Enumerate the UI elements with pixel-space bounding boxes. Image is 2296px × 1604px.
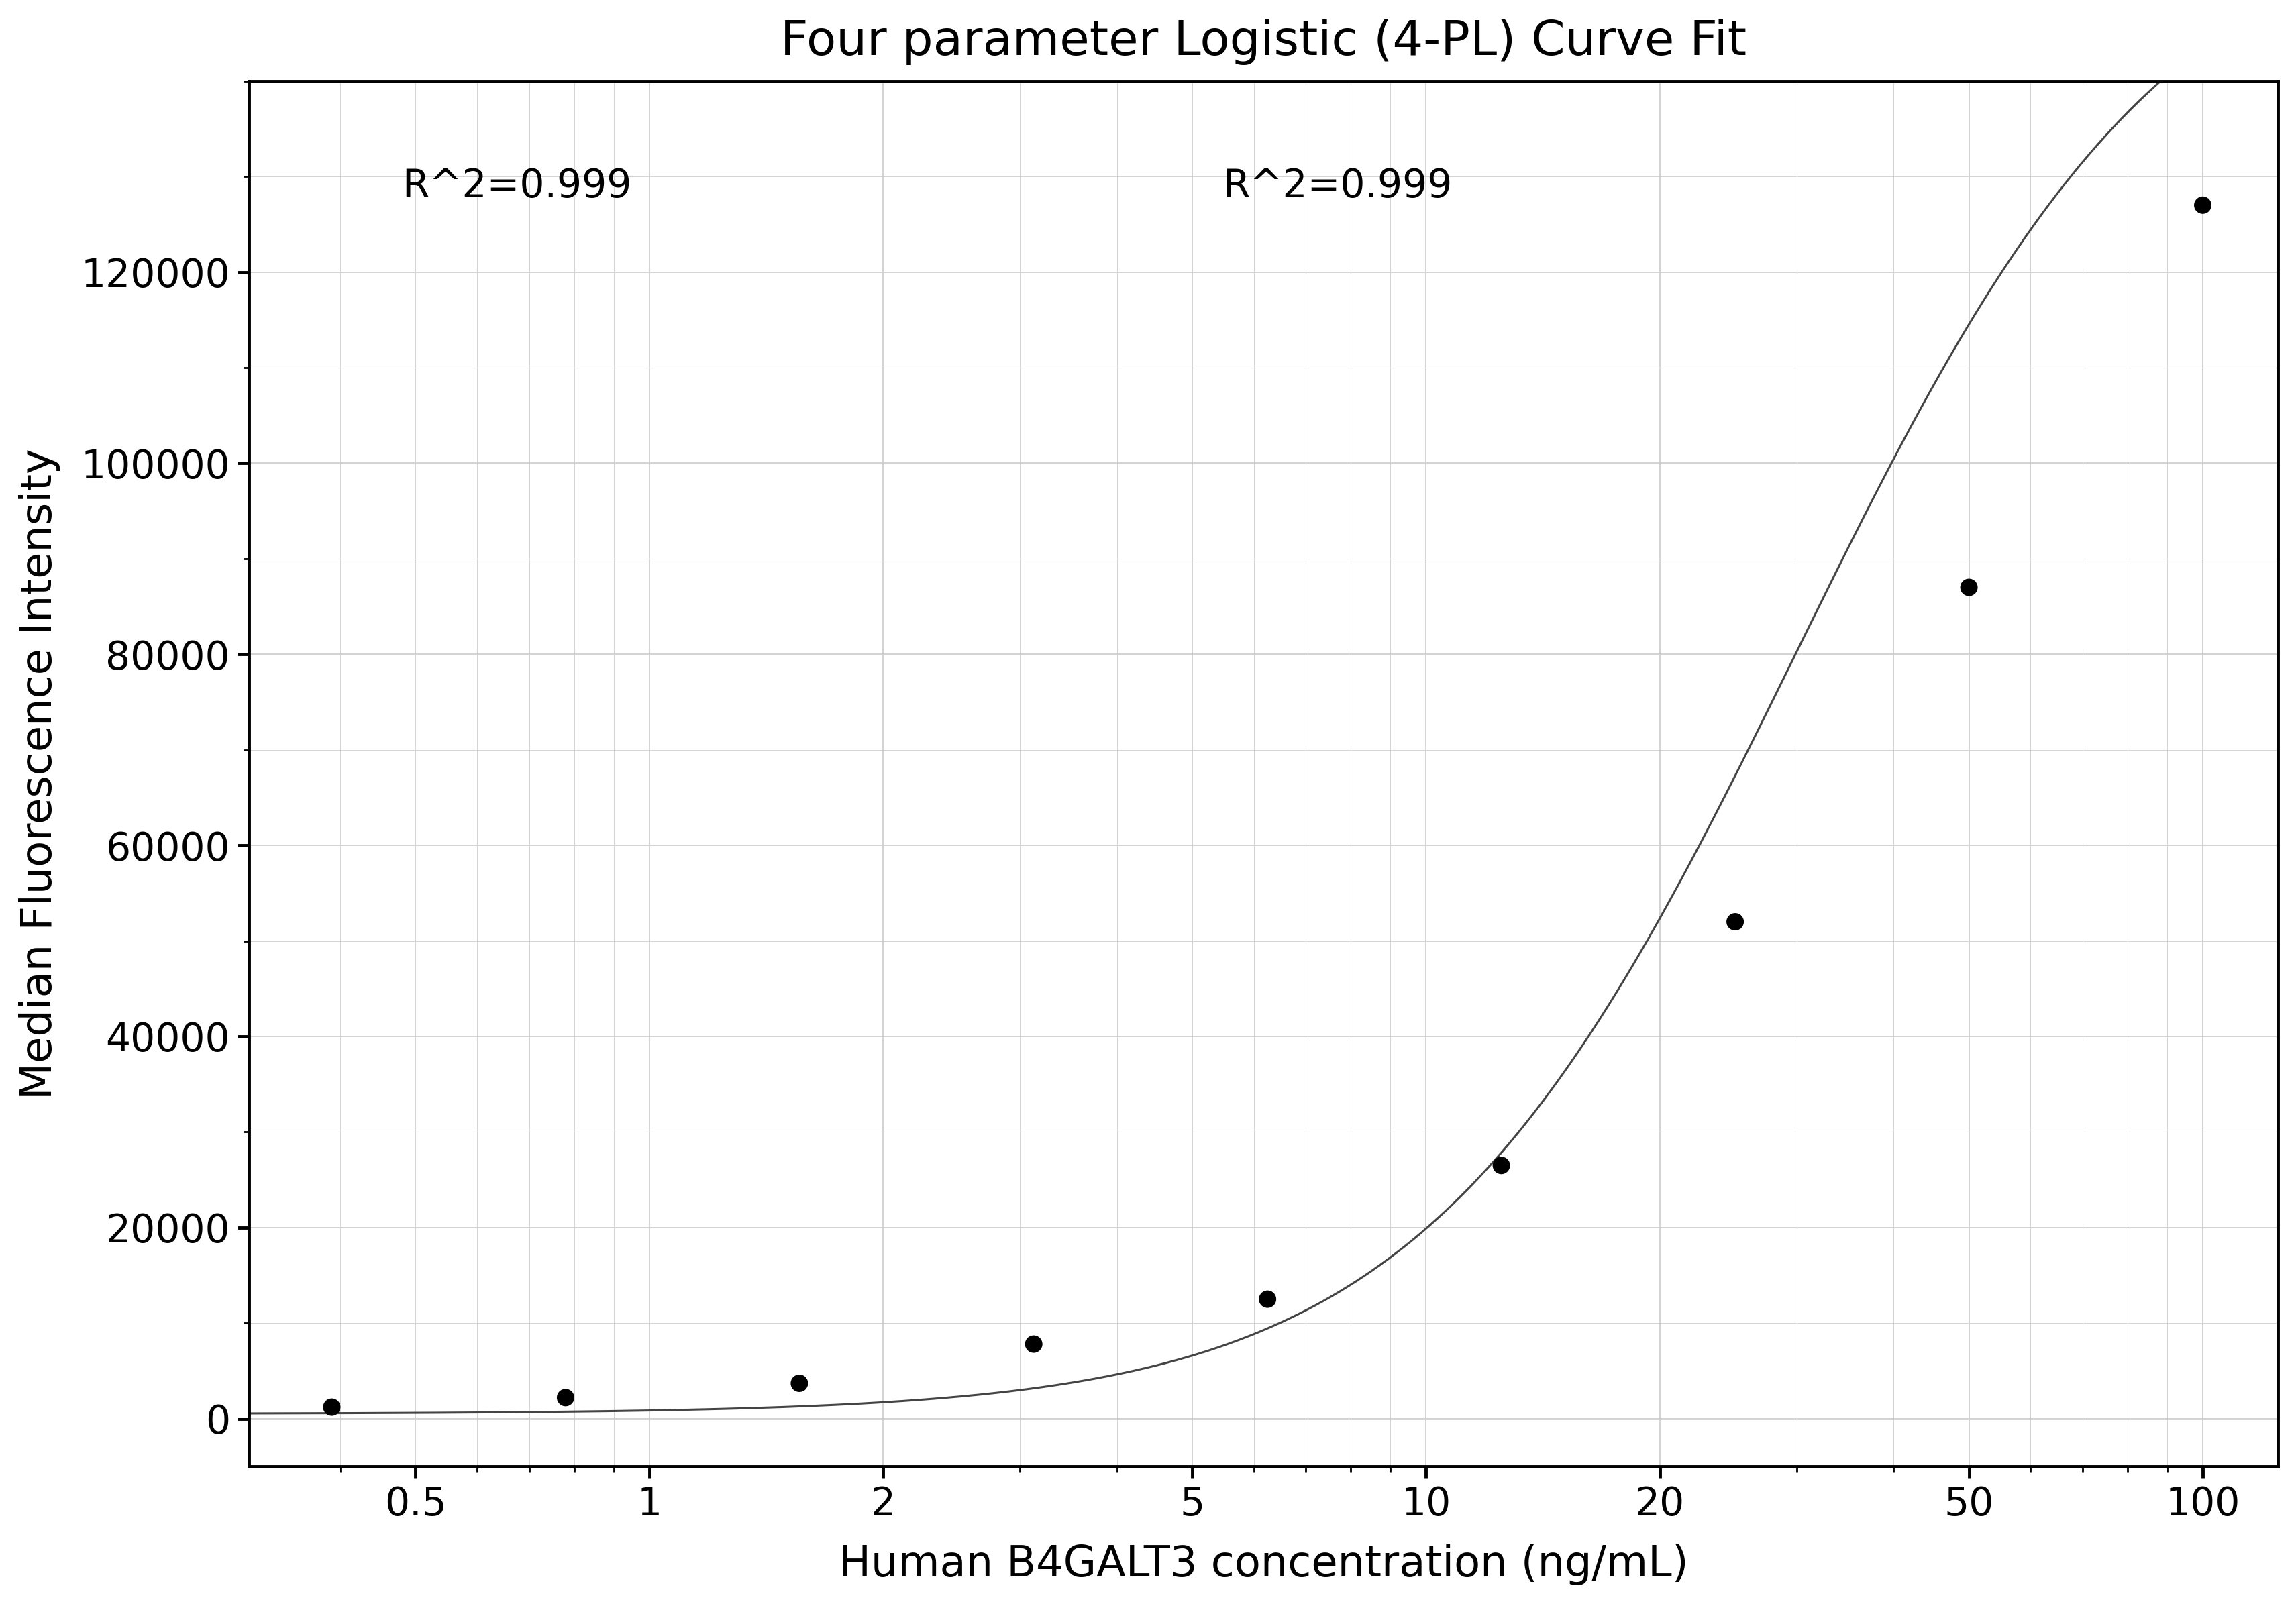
Point: [781, 1370, 817, 1395]
Text: R^2=0.999: R^2=0.999: [402, 167, 631, 205]
Point: [1249, 1286, 1286, 1312]
X-axis label: Human B4GALT3 concentration (ng/mL): Human B4GALT3 concentration (ng/mL): [838, 1543, 1688, 1585]
Point: [1949, 574, 1986, 600]
Point: [1717, 909, 1754, 935]
Point: [546, 1384, 583, 1410]
Y-axis label: Median Fluorescence Intensity: Median Fluorescence Intensity: [18, 448, 60, 1099]
Text: R^2=0.999: R^2=0.999: [1221, 167, 1451, 205]
Point: [312, 1394, 349, 1420]
Point: [2183, 192, 2220, 218]
Point: [1015, 1331, 1052, 1357]
Point: [1483, 1153, 1520, 1179]
Title: Four parameter Logistic (4-PL) Curve Fit: Four parameter Logistic (4-PL) Curve Fit: [781, 19, 1745, 64]
